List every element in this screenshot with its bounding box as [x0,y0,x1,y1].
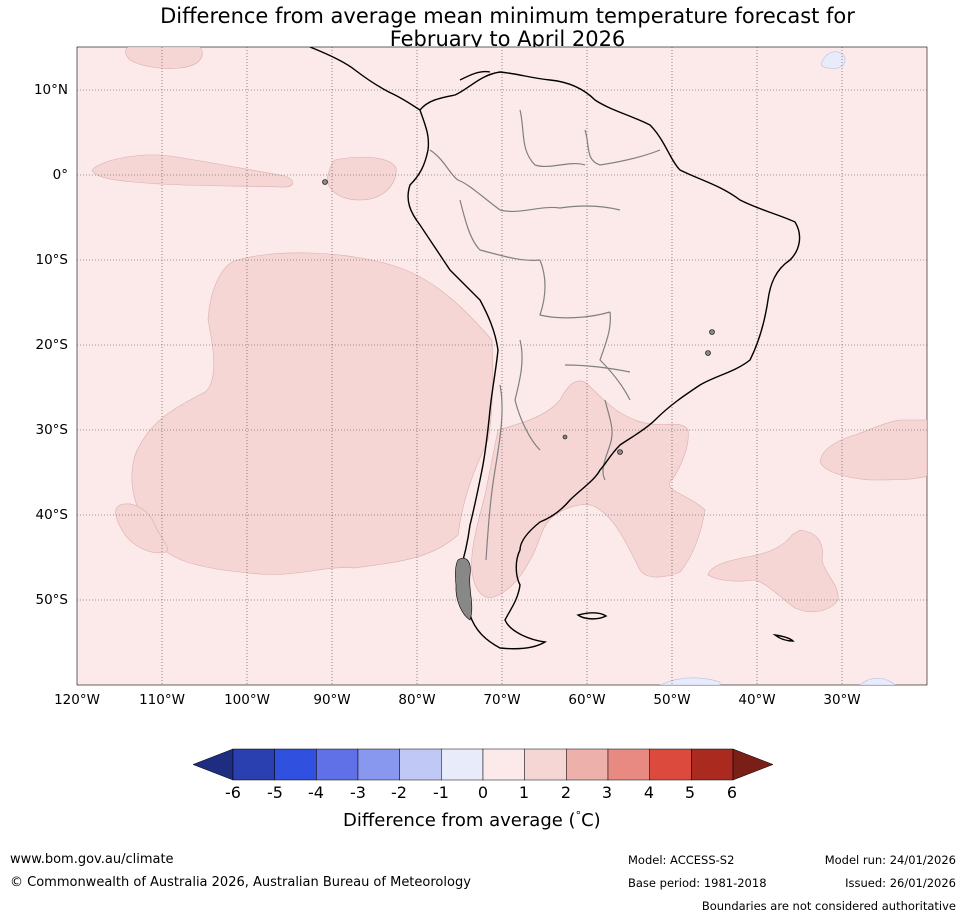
anomaly-cool-region-north [820,51,846,69]
lat-label-20s: 20°S [35,337,69,353]
footer-copyright: © Commonwealth of Australia 2026, Austra… [10,875,471,890]
lon-label-100w: 100°W [224,692,270,708]
colorbar-segment [607,748,650,781]
colorbar-segment [232,748,275,781]
lon-label-70w: 70°W [483,692,521,708]
anomaly-region-north-pacific [125,47,203,69]
footer-issued: Issued: 26/01/2026 [845,876,956,890]
colorbar-tick: 4 [643,783,655,802]
anomaly-cool-region-south-1 [659,677,721,685]
chart-title-line-2: February to April 2026 [389,27,626,51]
colorbar-tick: 6 [726,783,738,802]
anomaly-region-galapagos [327,156,397,201]
colorbar-segment [441,748,484,781]
colorbar-tick: 2 [560,783,572,802]
colorbar-tick: -5 [267,783,283,802]
lon-label-90w: 90°W [313,692,351,708]
country-borders [429,109,661,561]
coastline-caribbean [459,70,491,81]
anomaly-region-south-atlantic [707,529,839,613]
footer-disclaimer: Boundaries are not considered authoritat… [701,899,956,913]
islands [322,179,715,621]
lat-label-40s: 40°S [35,507,69,523]
colorbar-segment [316,748,359,781]
lat-label-30s: 30°S [35,422,69,438]
coastline-central-america [309,47,421,111]
colorbar-segment [524,748,567,781]
chart-title-line-1: Difference from average mean minimum tem… [160,4,855,28]
colorbar-tick: 0 [477,783,489,802]
colorbar-tick: 5 [684,783,696,802]
colorbar-extend-high [732,748,774,781]
anomaly-1-to-2-regions [91,47,927,613]
colorbar [192,748,774,781]
lon-label-50w: 50°W [653,692,691,708]
colorbar-tick: 1 [518,783,530,802]
lon-label-110w: 110°W [139,692,185,708]
lat-label-10n: 10°N [33,82,68,98]
footer-model: Model: ACCESS-S2 [628,853,735,867]
colorbar-tick: -3 [350,783,366,802]
lon-label-40w: 40°W [738,692,776,708]
lon-label-80w: 80°W [398,692,436,708]
footer-model-run: Model run: 24/01/2026 [824,853,956,867]
colorbar-tick: -6 [225,783,241,802]
colorbar-label: Difference from average (°C) [343,809,601,831]
colorbar-segment [482,748,525,781]
graticule [77,47,927,685]
colorbar-tick: 3 [601,783,613,802]
colorbar-tick: -1 [433,783,449,802]
footer-base-period: Base period: 1981-2018 [628,876,767,890]
coastlines [309,47,801,650]
lon-label-30w: 30°W [823,692,861,708]
colorbar-segment [274,748,317,781]
coastline-falklands [576,612,608,620]
colorbar-segment [357,748,400,781]
anomaly-region-south-pacific [131,252,494,575]
anomaly-minus1-to-0-regions [659,51,896,685]
lon-label-120w: 120°W [54,692,100,708]
colorbar-extend-low [192,748,234,781]
colorbar-segment [691,748,734,781]
colorbar-segment [566,748,609,781]
colorbar-segment [399,748,442,781]
colorbar-segment [649,748,692,781]
anomaly-region-equator-west [91,154,293,188]
coastline-south-georgia [772,633,795,642]
footer-website[interactable]: www.bom.gov.au/climate [10,852,174,867]
lon-label-60w: 60°W [568,692,606,708]
colorbar-tick: -2 [391,783,407,802]
anomaly-region-small-west [115,503,168,554]
coastline-south-america [407,71,801,650]
lat-label-10s: 10°S [35,252,69,268]
anomaly-region-east-atlantic [819,419,927,481]
colorbar-tick: -4 [308,783,324,802]
lat-label-0: 0° [52,167,68,183]
lat-label-50s: 50°S [35,592,69,608]
anomaly-cool-region-south-2 [859,677,896,685]
